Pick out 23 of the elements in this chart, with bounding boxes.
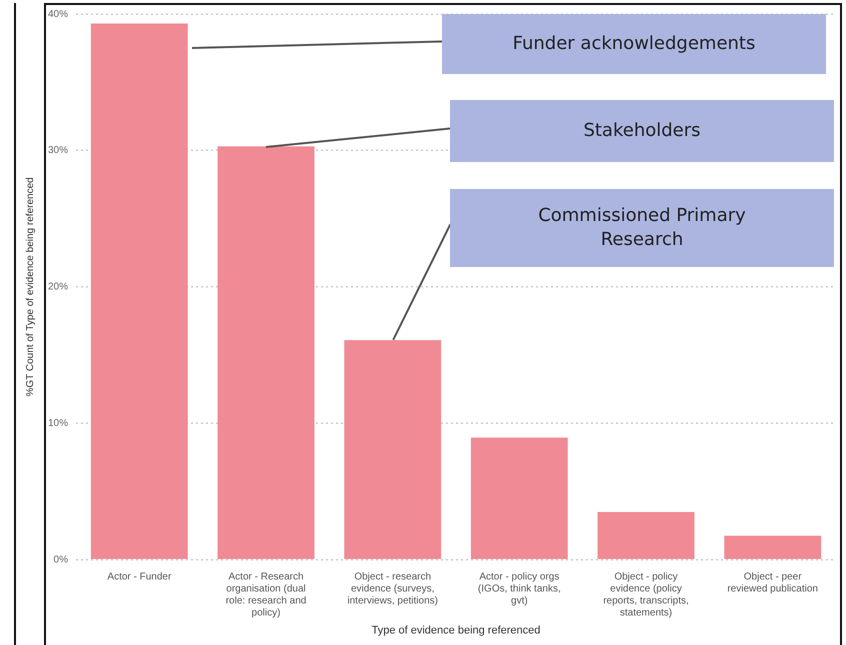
x-tick-label: Actor - Funder bbox=[107, 572, 172, 583]
x-tick-label: Object - peer reviewed publication bbox=[727, 572, 818, 595]
bar bbox=[470, 438, 568, 560]
x-tick-label: Actor - policy orgs (IGOs, think tanks, gvt) bbox=[478, 572, 561, 607]
callout-box: Funder acknowledgements bbox=[442, 14, 826, 74]
annotation: Stakeholders bbox=[583, 119, 701, 143]
y-tick-label: 0% bbox=[54, 554, 68, 566]
y-tick-label: 20% bbox=[48, 282, 68, 293]
bar bbox=[598, 512, 694, 560]
y-tick-label: 10% bbox=[48, 418, 68, 430]
y-tick-label: 40% bbox=[48, 8, 68, 20]
bar bbox=[724, 536, 822, 560]
annotation: Funder acknowledgements bbox=[512, 32, 756, 56]
bar bbox=[90, 24, 188, 560]
x-axis-title: Type of evidence being referenced bbox=[372, 624, 540, 636]
callout-box: Commissioned Primary Research bbox=[450, 189, 834, 267]
callout-box: Stakeholders bbox=[450, 100, 834, 162]
y-axis-title: %GT Count of Type of evidence being referenced bbox=[24, 177, 36, 397]
x-tick-label: Actor - Research organisation (dual role: research and policy) bbox=[226, 572, 306, 619]
y-tick-label: 30% bbox=[48, 145, 68, 156]
annotation: Commissioned Primary Research bbox=[537, 204, 747, 252]
x-tick-label: Object - policy evidence (policy reports, transcripts, statements) bbox=[603, 572, 689, 619]
x-tick-label: Object - research evidence (surveys, interviews, petitions) bbox=[347, 572, 438, 607]
